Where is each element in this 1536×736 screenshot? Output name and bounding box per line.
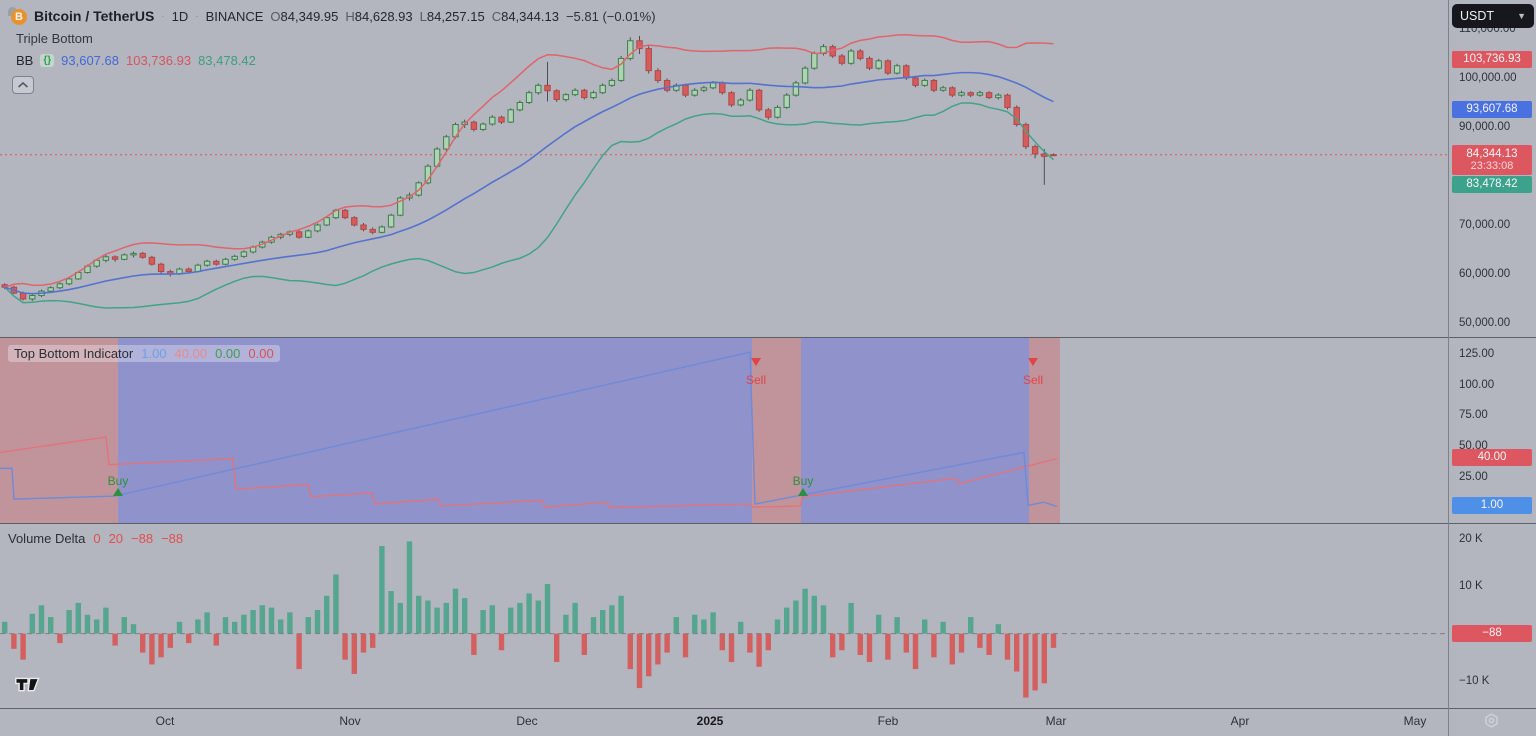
sell-marker-icon	[751, 358, 761, 366]
candlestick-series	[1, 35, 1057, 301]
indicator-value: 0.00	[215, 346, 241, 361]
indicator-band-red	[0, 338, 118, 523]
tradingview-logo[interactable]	[13, 674, 43, 699]
ohlc-open: O84,349.95	[270, 8, 339, 24]
volume-delta-pane[interactable]	[0, 524, 1448, 708]
indicator-red-line	[0, 436, 1058, 509]
time-tick-label: 2025	[696, 714, 724, 728]
time-axis[interactable]: Oct Nov Dec 2025 Feb Mar Apr May	[0, 709, 1536, 736]
volume-delta-value: −88	[131, 531, 154, 546]
price-axis-badge: 40.00	[1452, 449, 1532, 466]
ohlc-high: H84,628.93	[345, 8, 413, 24]
price-tick-label: 50,000.00	[1459, 316, 1511, 329]
ohlc-low: L84,257.15	[419, 8, 485, 24]
time-tick-label: Oct	[155, 714, 175, 728]
sell-marker-label: Sell	[746, 373, 766, 387]
axis-settings-gear-icon[interactable]	[1483, 712, 1500, 734]
volume-delta-value: 20	[108, 531, 124, 546]
top-bottom-indicator-pane[interactable]: Buy Sell Buy Sell	[0, 338, 1448, 523]
indicator-band-red	[1029, 338, 1060, 523]
indicator-value: 0.00	[248, 346, 274, 361]
price-tick-label: 25.00	[1459, 470, 1488, 483]
price-axis-badge: 1.00	[1452, 497, 1532, 514]
indicator-band-blue	[118, 338, 752, 523]
interval-button[interactable]: 1D	[171, 8, 189, 24]
price-tick-label: 10 K	[1459, 580, 1483, 593]
bb-lower-value: 83,478.42	[198, 53, 256, 68]
bb-upper-line	[4, 34, 1054, 288]
time-tick-label: Nov	[339, 714, 361, 728]
indicator-band-blue	[801, 338, 1029, 523]
currency-label: USDT	[1460, 9, 1495, 23]
price-tick-label: 20 K	[1459, 532, 1483, 545]
price-axis-badge: 93,607.68	[1452, 101, 1532, 118]
buy-marker-label: Buy	[793, 474, 814, 488]
price-tick-label: 75.00	[1459, 409, 1488, 422]
price-tick-label: −10 K	[1459, 674, 1490, 687]
price-tick-label: 60,000.00	[1459, 267, 1511, 280]
volume-delta-value: 0	[93, 531, 101, 546]
bb-legend-name: BB	[16, 53, 34, 68]
collapse-legend-button[interactable]	[12, 76, 34, 94]
braces-icon: {}	[40, 54, 55, 67]
bitcoin-logo-icon: B	[8, 6, 27, 26]
volume-delta-bars	[2, 541, 1057, 698]
pane-separator[interactable]	[0, 523, 1536, 524]
price-tick-label: 100,000.00	[1459, 71, 1517, 84]
symbol-header: B Bitcoin / TetherUS · 1D · BINANCE O84,…	[8, 6, 656, 26]
symbol-name[interactable]: Bitcoin / TetherUS	[34, 8, 155, 24]
bb-basis-value: 93,607.68	[61, 53, 119, 68]
countdown-timer: 23:33:08	[1470, 160, 1514, 172]
time-tick-label: Apr	[1230, 714, 1250, 728]
volume-delta-value: −88	[161, 531, 184, 546]
indicator-value: 1.00	[141, 346, 167, 361]
price-axis-badge: −88	[1452, 625, 1532, 642]
time-axis-separator	[0, 708, 1536, 709]
time-tick-label: May	[1403, 714, 1427, 728]
main-chart-pane[interactable]	[0, 0, 1448, 337]
buy-marker-icon	[113, 488, 123, 496]
buy-marker-label: Buy	[108, 474, 129, 488]
sell-marker-label: Sell	[1023, 373, 1043, 387]
currency-selector-button[interactable]: USDT ▼	[1452, 4, 1534, 28]
indicator-band-red	[752, 338, 801, 523]
sell-marker-icon	[1028, 358, 1038, 366]
time-tick-label: Feb	[877, 714, 899, 728]
chevron-up-icon	[17, 81, 29, 88]
price-axis-badge: 83,478.42	[1452, 176, 1532, 193]
time-tick-label: Dec	[516, 714, 538, 728]
price-axis-badge: 84,344.13 23:33:08	[1452, 145, 1532, 175]
price-axis[interactable]: 110,000.00 100,000.00 90,000.00 70,000.00 60…	[1449, 0, 1536, 708]
indicator-value: 40.00	[174, 346, 208, 361]
exchange-name[interactable]: BINANCE	[205, 8, 264, 24]
price-axis-badge: 103,736.93	[1452, 51, 1532, 68]
header-dot: ·	[195, 10, 199, 22]
volume-delta-legend[interactable]: Volume Delta 0 20 −88 −88	[8, 531, 183, 546]
time-tick-label: Mar	[1045, 714, 1067, 728]
buy-marker-icon	[798, 488, 808, 496]
bb-upper-value: 103,736.93	[125, 53, 192, 68]
chevron-down-icon: ▼	[1517, 11, 1526, 21]
price-change: −5.81 (−0.01%)	[565, 8, 656, 24]
pane-separator[interactable]	[0, 337, 1536, 338]
bb-lower-line	[4, 102, 1054, 309]
ohlc-close: C84,344.13	[491, 8, 559, 24]
bb-legend[interactable]: BB {} 93,607.68 103,736.93 83,478.42	[16, 53, 256, 68]
price-tick-label: 100.00	[1459, 378, 1495, 391]
price-tick-label: 70,000.00	[1459, 218, 1511, 231]
price-tick-label: 90,000.00	[1459, 120, 1511, 133]
indicator-name: Top Bottom Indicator	[14, 346, 134, 361]
price-tick-label: 125.00	[1459, 347, 1495, 360]
price-axis-separator	[1448, 0, 1449, 736]
indicator-legend[interactable]: Top Bottom Indicator 1.00 40.00 0.00 0.0…	[8, 345, 280, 362]
pattern-label[interactable]: Triple Bottom	[16, 31, 93, 46]
volume-delta-name: Volume Delta	[8, 531, 86, 546]
header-dot: ·	[161, 10, 165, 22]
bb-basis-line	[4, 71, 1054, 295]
indicator-blue-line	[0, 351, 1058, 508]
